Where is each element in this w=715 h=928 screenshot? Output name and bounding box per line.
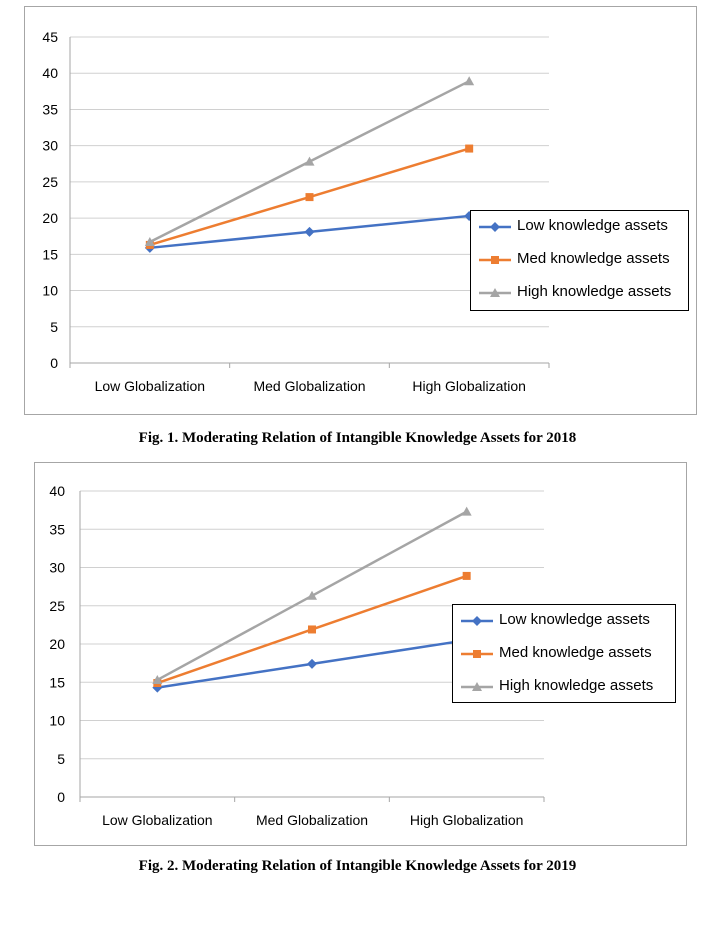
data-point-1-1 <box>308 625 316 634</box>
data-point-2-0 <box>152 674 163 684</box>
legend-swatch <box>479 222 511 232</box>
chart-2019: 0 5 10 15 20 25 30 35 40 Low Globalization Med Glo… <box>34 462 687 846</box>
data-point-2-2 <box>464 76 475 86</box>
chart-2018-legend: Low knowledge assets Med knowledge assets… <box>470 210 689 311</box>
y-tick-label: 35 <box>42 101 58 117</box>
chart-2019-legend: Low knowledge assets Med knowledge assets… <box>452 604 676 703</box>
y-tick-label: 35 <box>49 521 65 537</box>
y-tick-label: 15 <box>49 674 65 690</box>
y-tick-label: 40 <box>49 483 65 499</box>
y-tick-label: 10 <box>42 283 58 299</box>
data-point-2-1 <box>307 590 317 600</box>
y-tick-label: 20 <box>42 210 58 226</box>
y-tick-label: 10 <box>49 713 65 729</box>
data-point-1-2 <box>462 571 471 580</box>
y-tick-label: 30 <box>42 138 58 154</box>
y-tick-label: 30 <box>49 560 65 576</box>
x-category-label: Low Globalization <box>102 812 213 828</box>
legend-marker <box>490 288 500 297</box>
legend-item: Low knowledge assets <box>453 605 675 638</box>
data-point-2-0 <box>144 237 155 247</box>
legend-swatch <box>461 616 493 626</box>
chart-2019-caption: Fig. 2. Moderating Relation of Intangibl… <box>138 858 577 874</box>
x-category-label: Med Globalization <box>253 378 365 394</box>
legend-item: High knowledge assets <box>471 277 688 310</box>
x-category-label: Low Globalization <box>95 378 206 394</box>
legend-item: Med knowledge assets <box>471 244 688 277</box>
x-category-label: High Globalization <box>412 378 526 394</box>
legend-swatch <box>479 256 511 264</box>
y-tick-label: 25 <box>49 598 65 614</box>
y-tick-label: 15 <box>42 246 58 262</box>
data-point-0-0 <box>152 682 163 693</box>
legend-marker <box>472 616 482 626</box>
legend-swatch <box>461 682 493 691</box>
y-tick-label: 25 <box>42 174 58 190</box>
legend-item: High knowledge assets <box>453 671 675 704</box>
legend-label: Low knowledge assets <box>499 611 650 628</box>
legend-marker <box>472 682 482 691</box>
data-point-1-1 <box>305 193 314 202</box>
x-category-label: High Globalization <box>410 812 524 828</box>
legend-marker <box>491 256 499 264</box>
y-tick-label: 20 <box>49 636 65 652</box>
legend-label: High knowledge assets <box>499 677 654 694</box>
y-tick-label: 0 <box>57 789 65 805</box>
legend-swatch <box>461 650 493 658</box>
chart-2018-plot: 0 5 10 15 20 25 30 35 40 45 Low Globalization Med G… <box>42 29 550 394</box>
legend-item: Low knowledge assets <box>471 211 688 244</box>
y-tick-label: 5 <box>57 751 65 767</box>
data-point-2-1 <box>304 156 315 166</box>
chart-2018-caption: Fig. 1. Moderating Relation of Intangibl… <box>138 430 577 446</box>
legend-label: Med knowledge assets <box>499 644 652 661</box>
legend-label: High knowledge assets <box>517 283 672 300</box>
data-point-0-1 <box>307 658 317 669</box>
x-category-label: Med Globalization <box>256 812 368 828</box>
legend-label: Med knowledge assets <box>517 250 670 267</box>
data-point-0-1 <box>304 226 315 237</box>
chart-2018: 0 5 10 15 20 25 30 35 40 45 Low Globalization Med G… <box>24 6 697 415</box>
legend-marker <box>473 650 481 658</box>
legend-label: Low knowledge assets <box>517 217 668 234</box>
y-tick-label: 0 <box>50 355 58 371</box>
y-tick-label: 5 <box>50 319 58 335</box>
y-tick-label: 40 <box>42 65 58 81</box>
legend-swatch <box>479 288 511 297</box>
y-tick-label: 45 <box>42 29 58 45</box>
chart-2019-plot: 0 5 10 15 20 25 30 35 40 Low Globalization Med Glo… <box>49 483 545 828</box>
legend-item: Med knowledge assets <box>453 638 675 671</box>
data-point-2-2 <box>461 506 472 516</box>
legend-marker <box>490 222 500 232</box>
data-point-1-2 <box>465 144 474 153</box>
